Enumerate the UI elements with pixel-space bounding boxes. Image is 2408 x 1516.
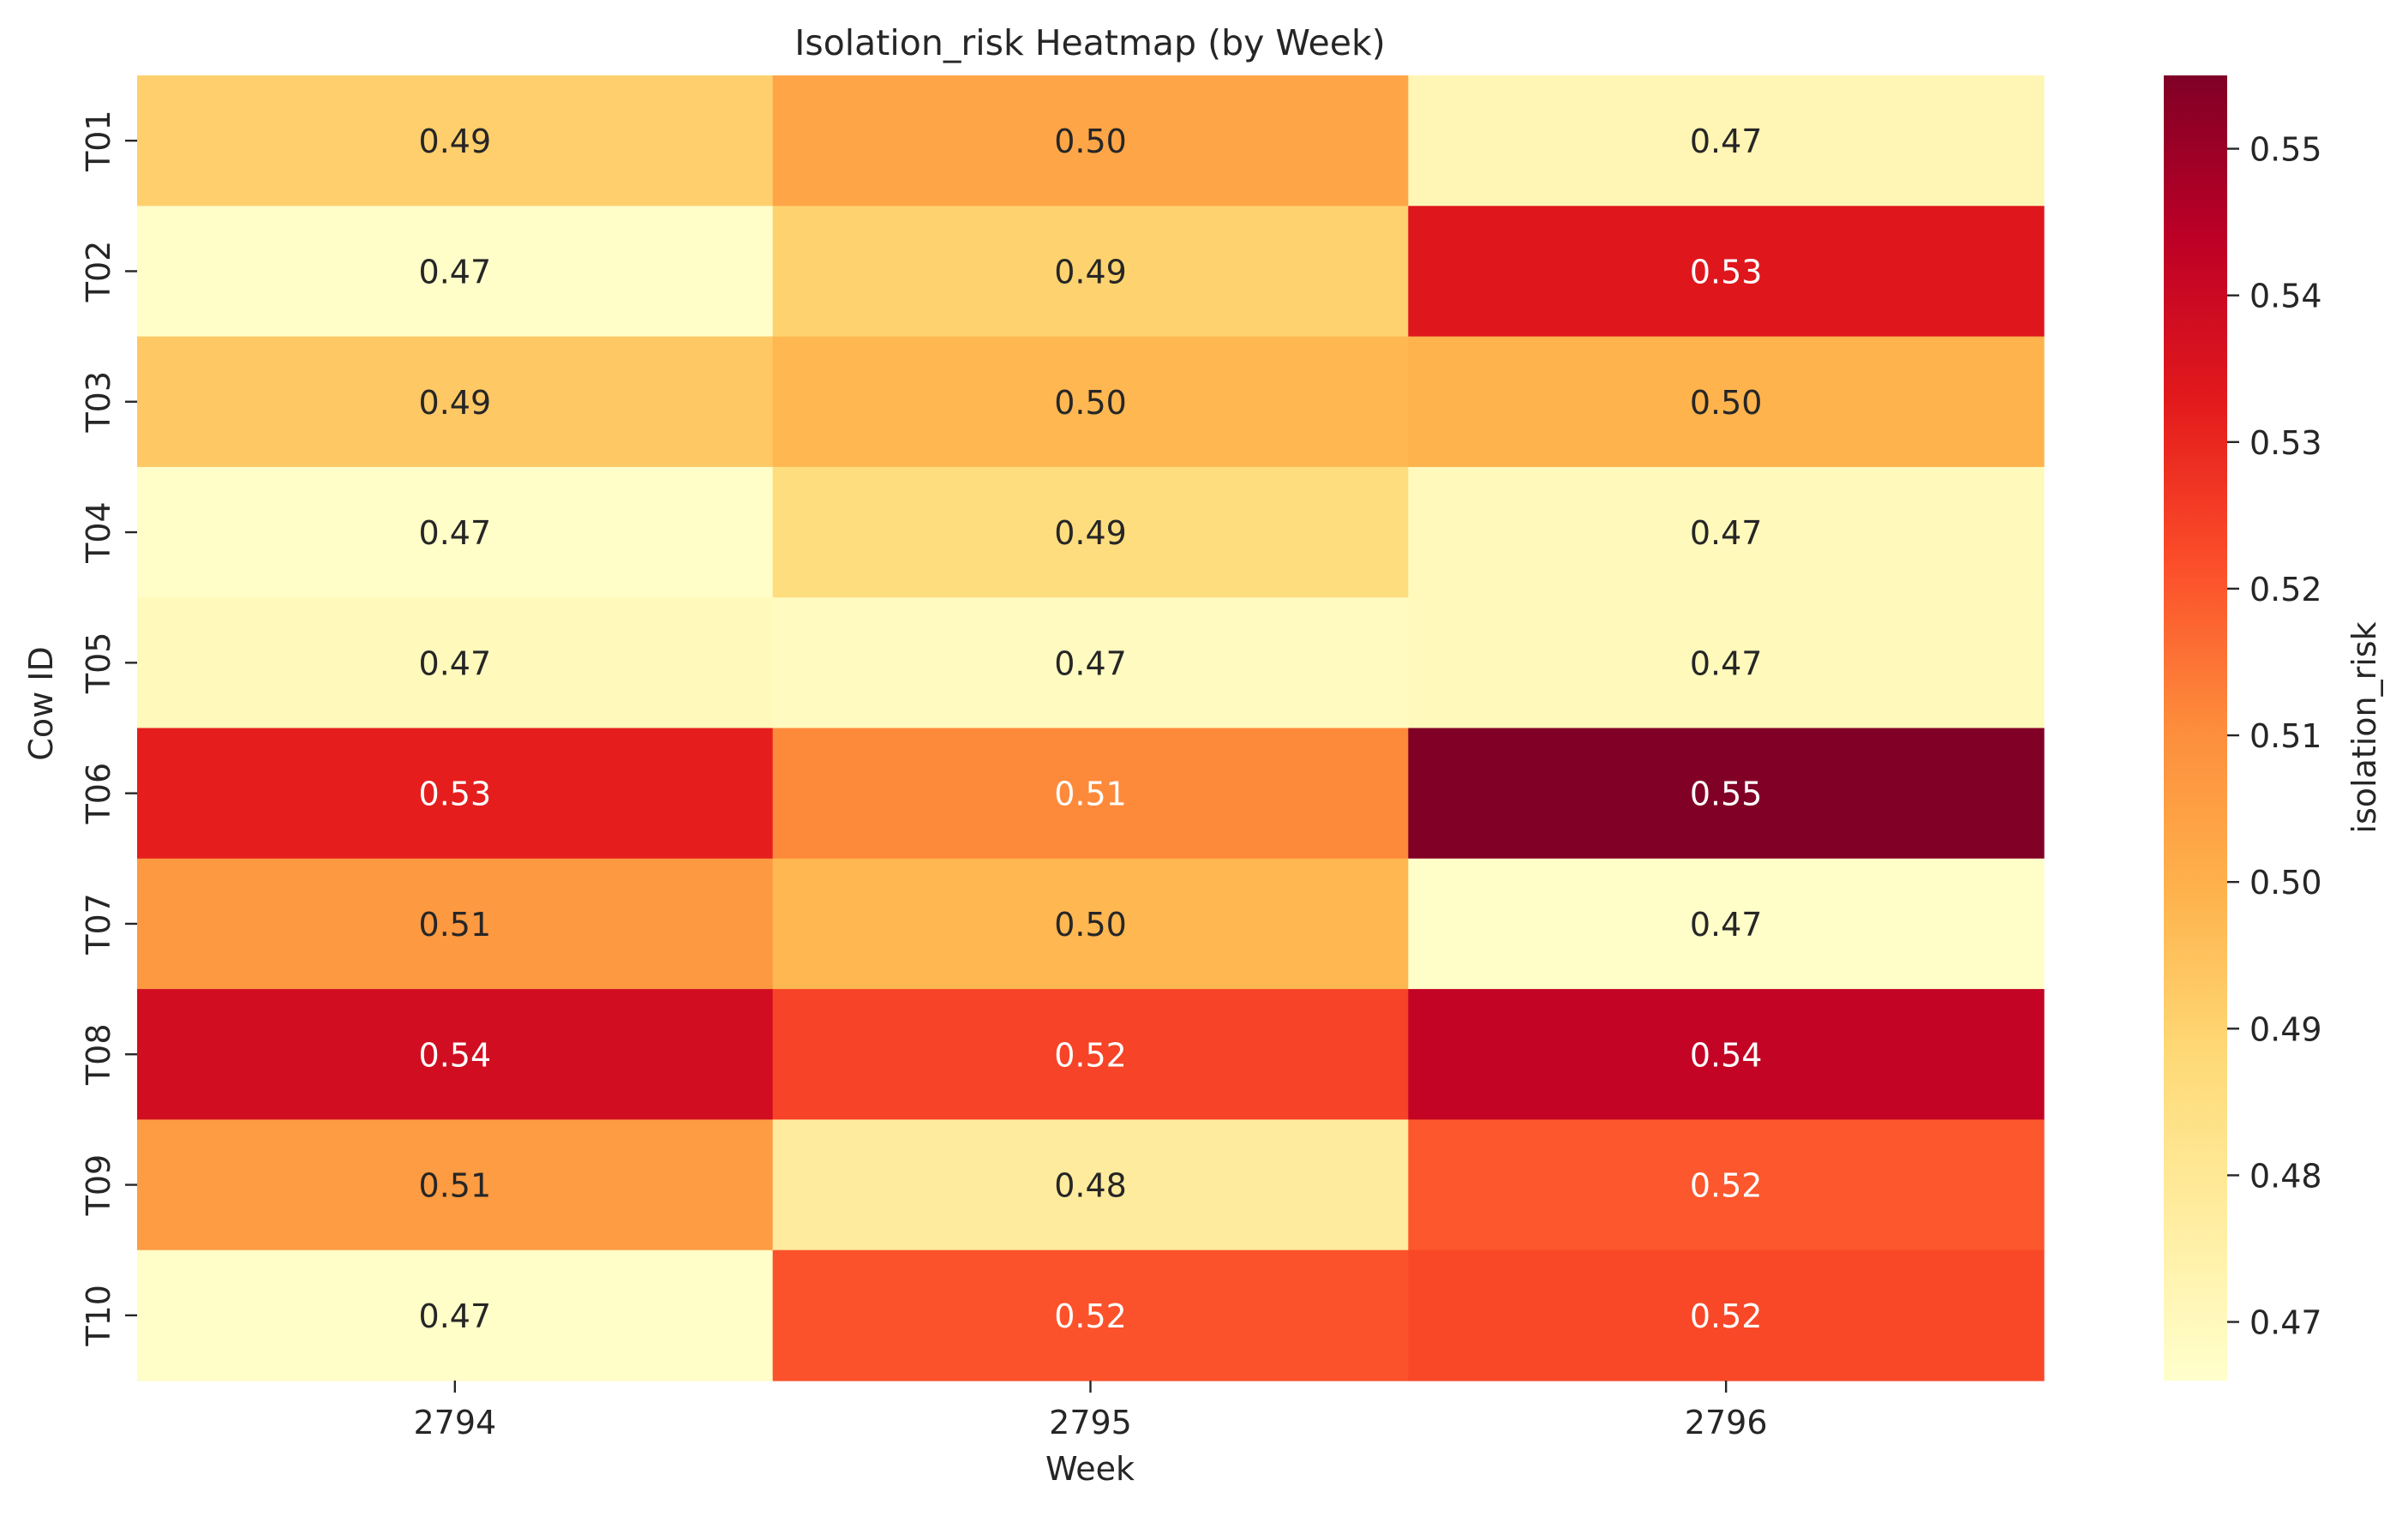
cell-value-label: 0.50: [1690, 384, 1763, 422]
heatmap-cell: [1408, 466, 2045, 598]
cell-value-label: 0.47: [419, 253, 492, 291]
heatmap-cell: [772, 989, 1409, 1120]
heatmap-cell: [137, 858, 774, 990]
cell-value-label: 0.47: [1054, 644, 1127, 682]
chart-title: Isolation_risk Heatmap (by Week): [794, 22, 1386, 63]
y-tick-label: T05: [80, 632, 117, 695]
y-tick-label: T02: [80, 241, 117, 303]
heatmap-cell: [137, 1249, 774, 1381]
cell-value-label: 0.52: [1054, 1036, 1127, 1074]
cell-value-label: 0.49: [419, 123, 492, 160]
cell-value-label: 0.47: [1690, 123, 1763, 160]
heatmap-cell: [1408, 728, 2045, 860]
y-tick-label: T03: [80, 371, 117, 434]
heatmap-cell: [772, 1119, 1409, 1251]
cell-value-label: 0.52: [1690, 1167, 1763, 1205]
colorbar-tick-label: 0.55: [2249, 131, 2322, 169]
cell-value-label: 0.50: [1054, 384, 1127, 422]
heatmap-cell: [772, 858, 1409, 990]
y-tick-label: T06: [80, 763, 117, 825]
y-tick-label: T08: [80, 1023, 117, 1086]
cell-value-label: 0.50: [1054, 906, 1127, 944]
y-tick-label: T04: [80, 501, 117, 564]
colorbar-tick-label: 0.50: [2249, 864, 2322, 902]
cell-value-label: 0.55: [1690, 776, 1763, 813]
cell-value-label: 0.50: [1054, 123, 1127, 160]
heatmap-cell: [772, 466, 1409, 598]
x-tick-label: 2794: [413, 1404, 496, 1441]
colorbar-label: isolation_risk: [2345, 621, 2383, 833]
cell-value-label: 0.51: [419, 906, 492, 944]
heatmap-cells: [137, 75, 2045, 1381]
heatmap-cell: [772, 1249, 1409, 1381]
colorbar-tick-label: 0.54: [2249, 278, 2322, 315]
y-tick-label: T01: [80, 110, 117, 172]
x-tick-label: 2796: [1685, 1404, 1768, 1441]
colorbar-tick-label: 0.47: [2249, 1304, 2322, 1342]
colorbar-tick-label: 0.51: [2249, 717, 2322, 755]
x-tick-label: 2795: [1049, 1404, 1132, 1441]
heatmap-cell: [1408, 75, 2045, 207]
cell-value-label: 0.47: [419, 1297, 492, 1335]
y-tick-label: T10: [80, 1285, 117, 1347]
x-axis-label: Week: [1045, 1450, 1135, 1488]
cell-value-label: 0.47: [1690, 514, 1763, 552]
cell-value-label: 0.54: [419, 1036, 492, 1074]
heatmap-cell: [137, 597, 774, 729]
heatmap-cell-labels: 0.49 0.50 0.47 0.47 0.49 0.53 0.49 0.50 0.50 0.47…: [419, 123, 1763, 1335]
cell-value-label: 0.52: [1054, 1297, 1127, 1335]
cell-value-label: 0.54: [1690, 1036, 1763, 1074]
cell-value-label: 0.47: [1690, 906, 1763, 944]
heatmap-cell: [1408, 1249, 2045, 1381]
cell-value-label: 0.49: [1054, 253, 1127, 291]
heatmap-cell: [772, 336, 1409, 468]
y-axis: T01 T02 T03 T04 T05 T06 T07 T08 T09 T10: [80, 110, 137, 1347]
heatmap-cell: [1408, 597, 2045, 729]
colorbar: [2164, 75, 2227, 1381]
cell-value-label: 0.52: [1690, 1297, 1763, 1335]
colorbar-tick-label: 0.49: [2249, 1010, 2322, 1048]
y-axis-label: Cow ID: [22, 646, 60, 760]
heatmap-cell: [137, 466, 774, 598]
cell-value-label: 0.51: [1054, 776, 1127, 813]
heatmap-cell: [137, 989, 774, 1120]
cell-value-label: 0.49: [1054, 514, 1127, 552]
y-tick-label: T09: [80, 1154, 117, 1217]
heatmap-cell: [772, 206, 1409, 338]
heatmap-cell: [1408, 858, 2045, 990]
colorbar-tick-label: 0.52: [2249, 571, 2322, 608]
heatmap-cell: [1408, 336, 2045, 468]
cell-value-label: 0.47: [1690, 644, 1763, 682]
cell-value-label: 0.53: [1690, 253, 1763, 291]
heatmap-cell: [137, 75, 774, 207]
heatmap-cell: [137, 728, 774, 860]
cell-value-label: 0.48: [1054, 1167, 1127, 1205]
colorbar-ticks: 0.47 0.48 0.49 0.50 0.51 0.52 0.53 0.54 0.55: [2227, 131, 2322, 1342]
heatmap-cell: [137, 1119, 774, 1251]
heatmap-cell: [772, 597, 1409, 729]
cell-value-label: 0.51: [419, 1167, 492, 1205]
heatmap-cell: [137, 336, 774, 468]
y-tick-label: T07: [80, 893, 117, 956]
x-axis: 2794 2795 2796: [413, 1381, 1768, 1441]
heatmap-cell: [772, 728, 1409, 860]
heatmap-cell: [1408, 1119, 2045, 1251]
cell-value-label: 0.53: [419, 776, 492, 813]
colorbar-tick-label: 0.48: [2249, 1157, 2322, 1195]
heatmap-cell: [137, 206, 774, 338]
heatmap-cell: [1408, 206, 2045, 338]
cell-value-label: 0.49: [419, 384, 492, 422]
cell-value-label: 0.47: [419, 514, 492, 552]
colorbar-tick-label: 0.53: [2249, 424, 2322, 462]
cell-value-label: 0.47: [419, 644, 492, 682]
heatmap-cell: [772, 75, 1409, 207]
heatmap-cell: [1408, 989, 2045, 1120]
